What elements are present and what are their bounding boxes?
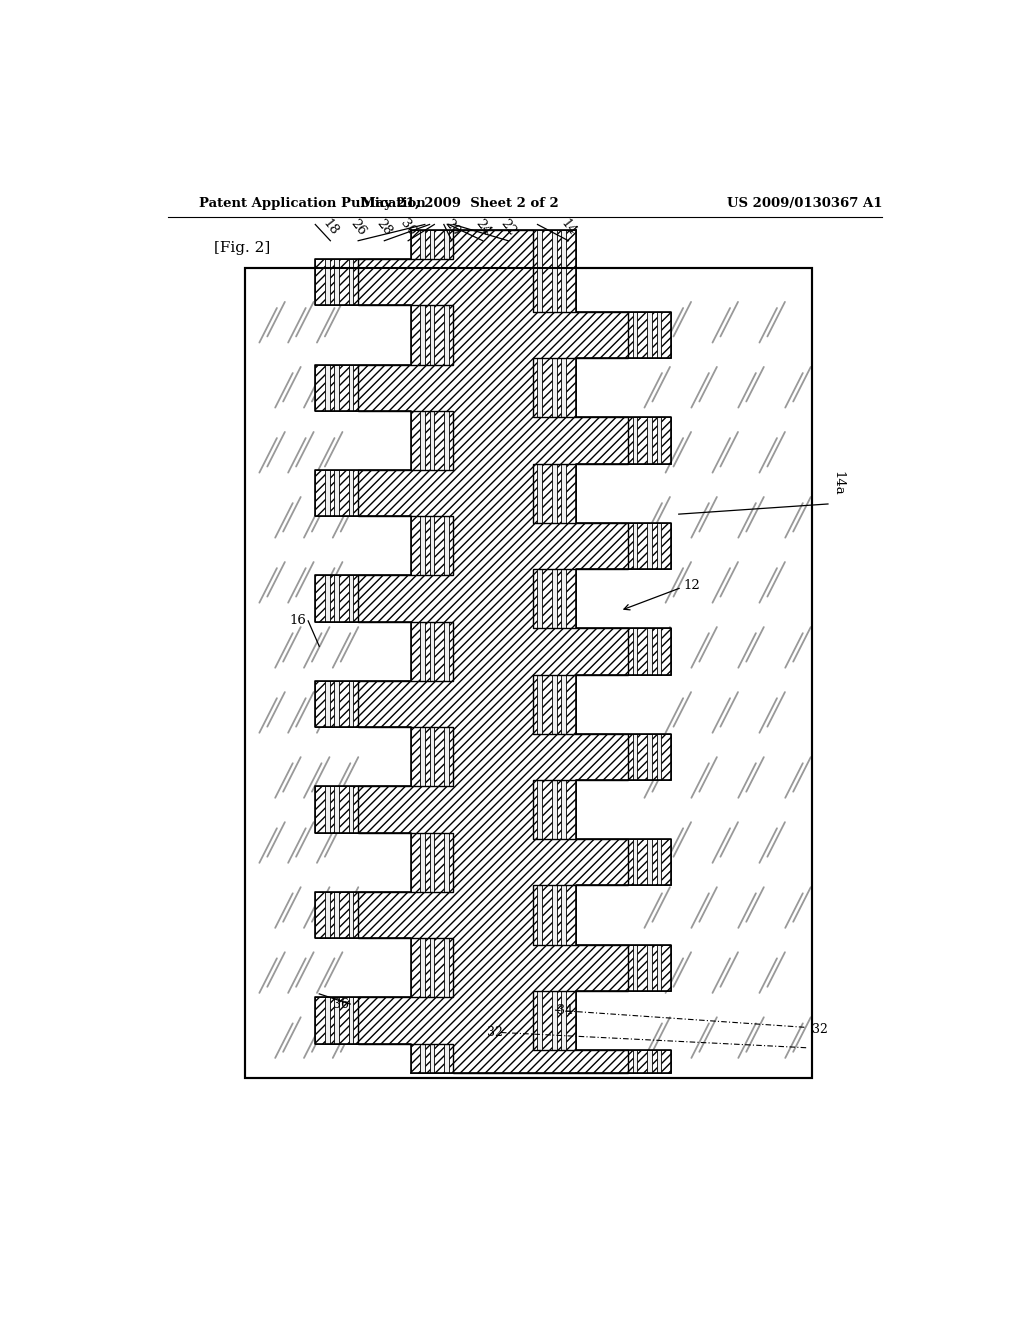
Text: 32: 32 bbox=[487, 1026, 504, 1039]
Text: 32: 32 bbox=[812, 1023, 828, 1036]
Text: May 21, 2009  Sheet 2 of 2: May 21, 2009 Sheet 2 of 2 bbox=[360, 197, 559, 210]
Polygon shape bbox=[348, 230, 638, 1073]
Bar bbox=[246, 268, 812, 1078]
Text: 14: 14 bbox=[558, 216, 579, 238]
Text: 16: 16 bbox=[290, 614, 306, 627]
Text: 12: 12 bbox=[684, 578, 700, 591]
Text: 28: 28 bbox=[374, 216, 394, 238]
Polygon shape bbox=[325, 230, 662, 1073]
Text: 34: 34 bbox=[557, 1003, 572, 1016]
Text: 36: 36 bbox=[333, 998, 348, 1011]
Text: 30: 30 bbox=[398, 216, 419, 238]
Polygon shape bbox=[353, 230, 633, 1073]
Text: 26: 26 bbox=[348, 216, 369, 238]
Text: 14a: 14a bbox=[831, 471, 845, 496]
Text: 24: 24 bbox=[472, 216, 493, 238]
Polygon shape bbox=[315, 230, 671, 1073]
Text: 22: 22 bbox=[498, 216, 518, 238]
Text: 18: 18 bbox=[321, 216, 341, 238]
Polygon shape bbox=[334, 230, 652, 1073]
Text: 20: 20 bbox=[441, 216, 462, 238]
Text: US 2009/0130367 A1: US 2009/0130367 A1 bbox=[727, 197, 883, 210]
Text: Patent Application Publication: Patent Application Publication bbox=[200, 197, 426, 210]
Polygon shape bbox=[358, 230, 628, 1073]
Bar bbox=[246, 268, 812, 1078]
Polygon shape bbox=[330, 230, 656, 1073]
Text: [Fig. 2]: [Fig. 2] bbox=[214, 240, 270, 255]
Polygon shape bbox=[339, 230, 647, 1073]
